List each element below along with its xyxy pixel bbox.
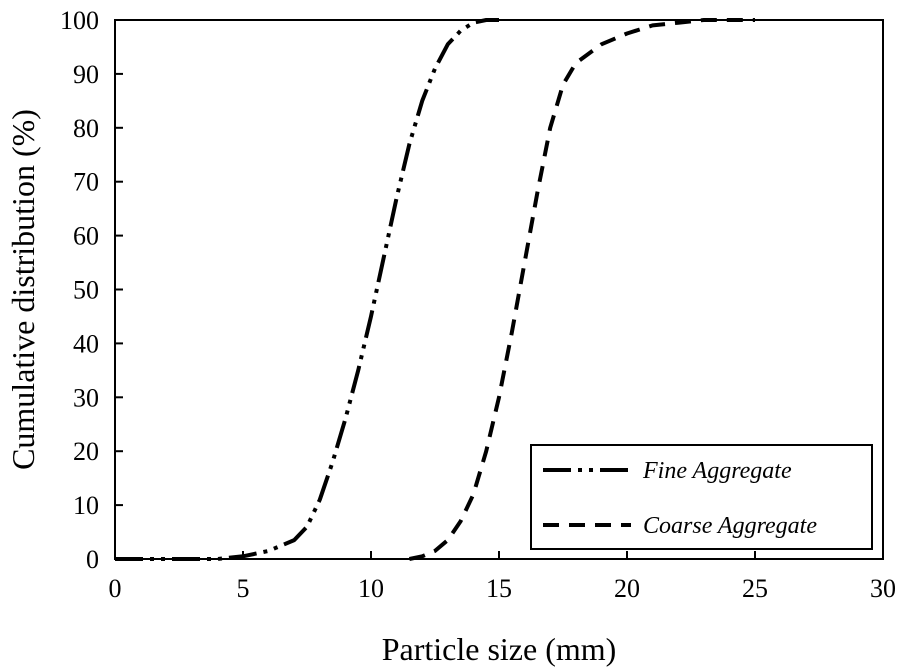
y-tick-label: 20 — [73, 437, 99, 466]
y-tick-label: 50 — [73, 276, 99, 305]
y-tick-label: 100 — [60, 6, 99, 35]
y-tick-label: 10 — [73, 491, 99, 520]
x-axis-title: Particle size (mm) — [382, 631, 617, 667]
x-tick-label: 30 — [870, 574, 896, 603]
series-line-0 — [115, 18, 499, 561]
x-tick-label: 15 — [486, 574, 512, 603]
x-tick-label: 10 — [358, 574, 384, 603]
x-tick-label: 5 — [237, 574, 250, 603]
legend-label-1: Coarse Aggregate — [643, 513, 817, 539]
y-tick-label: 0 — [86, 545, 99, 574]
legend: Fine Aggregate Coarse Aggregate — [530, 444, 873, 550]
x-tick-label: 25 — [742, 574, 768, 603]
y-tick-label: 70 — [73, 168, 99, 197]
y-tick-label: 40 — [73, 329, 99, 358]
y-tick-label: 60 — [73, 222, 99, 251]
legend-label-0: Fine Aggregate — [642, 458, 792, 484]
y-tick-label: 80 — [73, 114, 99, 143]
series-layer — [115, 18, 755, 561]
legend-box — [530, 444, 873, 550]
x-tick-label: 0 — [109, 574, 122, 603]
y-tick-label: 90 — [73, 60, 99, 89]
axis-ticks: 0 5 10 15 20 25 30 0 10 20 30 40 50 60 70 80 90 100 — [60, 6, 896, 603]
y-axis-title: Cumulative distribution (%) — [5, 109, 41, 470]
series-line-1 — [408, 18, 755, 561]
x-tick-label: 20 — [614, 574, 640, 603]
y-tick-label: 30 — [73, 383, 99, 412]
